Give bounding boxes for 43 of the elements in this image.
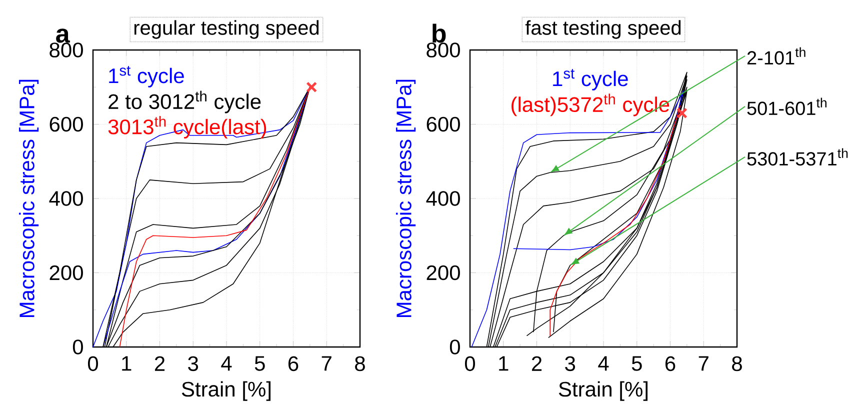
y-tick-label: 200 [426,265,460,280]
y-axis-title: Macroscopic stress [MPa] [18,80,39,317]
chart-title: fast testing speed [525,20,681,39]
y-tick-label: 400 [49,191,83,206]
x-tick-label: 6 [288,356,298,372]
x-tick-label: 5 [632,356,642,371]
x-tick-label: 1 [499,356,508,371]
annotation: 501-601$^{th}$ [747,98,826,116]
y-axis-title: Macroscopic stress [MPa] [396,80,416,317]
y-tick-label: 400 [426,191,460,206]
x-axis-title: Strain [%] [558,381,648,401]
text: 1$^{st}$ cycle [553,69,628,90]
y-tick-label: 800 [426,42,460,58]
x-tick-label: 3 [188,356,198,372]
y-tick-label: 800 [50,42,83,58]
x-tick-label: 4 [221,356,232,371]
x-tick-label: 0 [464,356,476,372]
x-tick-label: 8 [355,356,365,372]
text: b [432,24,446,43]
x-tick-label: 3 [565,356,576,372]
y-tick-label: 600 [426,116,460,132]
x-tick-label: 4 [598,356,609,371]
x-tick-label: 0 [88,356,98,372]
x-tick-label: 8 [732,356,742,372]
x-tick-label: 2 [154,356,165,371]
x-axis-title: Strain [%] [182,381,270,401]
x-tick-label: 2 [532,356,542,371]
series-label: 3013$^{th}$ cycle(last) [108,116,266,138]
text: 1$^{st}$ cycle [109,66,184,88]
annotation: 2-101$^{th}$ [747,47,806,65]
y-tick-label: 200 [50,265,83,280]
annotation: 5301-5371$^{th}$ [747,148,848,166]
x-tick-label: 7 [698,356,708,371]
y-tick-label: 600 [50,116,83,132]
x-tick-label: 6 [665,356,676,372]
text: a [56,28,70,43]
x-tick-label: 7 [322,356,332,371]
y-tick-label: 0 [450,340,460,354]
series-label: 2 to 3012$^{th}$ cycle [108,90,261,114]
chart-title: regular testing speed [134,20,319,39]
x-tick-label: 5 [254,356,265,371]
x-tick-label: 1 [122,356,132,371]
y-tick-label: 0 [72,340,83,354]
